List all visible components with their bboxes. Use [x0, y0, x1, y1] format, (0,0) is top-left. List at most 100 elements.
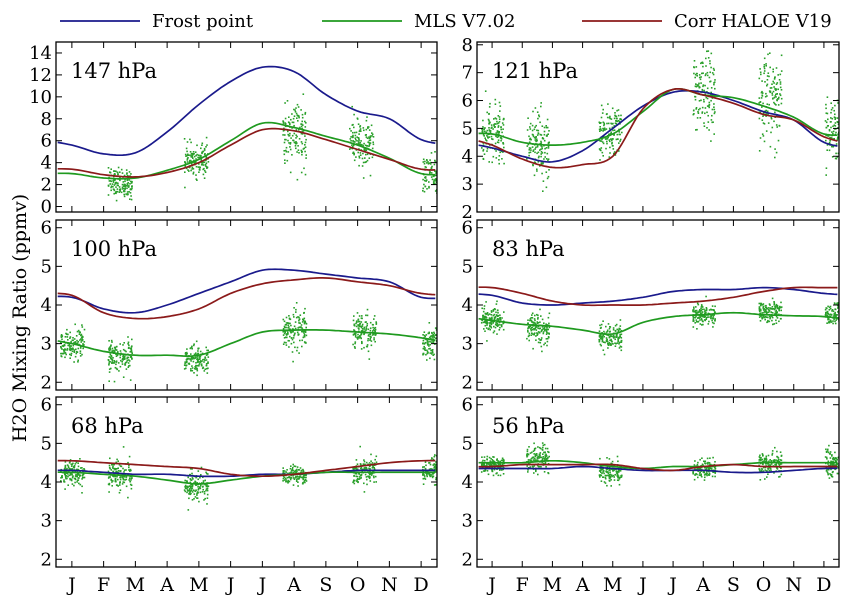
- mls-scatter-point: [374, 475, 377, 478]
- mls-scatter-point: [499, 137, 502, 139]
- mls-scatter-point: [827, 135, 830, 137]
- mls-scatter-point: [529, 128, 532, 130]
- mls-scatter-point: [605, 340, 608, 343]
- mls-scatter-point: [761, 458, 764, 461]
- mls-scatter-point: [615, 323, 618, 326]
- mls-scatter-point: [63, 479, 65, 481]
- mls-scatter-point: [291, 338, 294, 341]
- mls-scatter-point: [832, 464, 835, 466]
- mls-scatter-point: [543, 457, 546, 460]
- mls-scatter-point: [286, 469, 288, 471]
- mls-scatter-point: [540, 153, 542, 155]
- mls-scatter-point: [541, 461, 543, 464]
- mls-scatter-point: [351, 105, 353, 108]
- mls-scatter-point: [499, 474, 502, 477]
- mls-scatter-point: [486, 111, 488, 114]
- mls-scatter-point: [191, 156, 193, 158]
- mls-scatter-point: [357, 123, 360, 125]
- mls-scatter-point: [828, 464, 830, 467]
- mls-scatter-point: [185, 480, 188, 482]
- mls-scatter-point: [545, 333, 548, 335]
- mls-scatter-point: [497, 474, 500, 477]
- mls-scatter-point: [115, 191, 117, 193]
- mls-scatter-point: [764, 81, 766, 83]
- mls-scatter-point: [537, 117, 539, 120]
- mls-scatter-point: [301, 120, 303, 123]
- mls-scatter-point: [63, 349, 66, 352]
- mls-scatter-point: [613, 336, 615, 338]
- mls-scatter-point: [824, 314, 827, 316]
- mls-scatter-point: [288, 346, 290, 348]
- mls-scatter-point: [118, 186, 121, 188]
- mls-scatter-point: [365, 329, 367, 331]
- mls-scatter-point: [536, 152, 538, 155]
- mls-scatter-point: [355, 320, 358, 322]
- mls-scatter-point: [186, 485, 188, 488]
- mls-scatter-point: [185, 353, 188, 355]
- mls-scatter-point: [539, 321, 541, 323]
- mls-scatter-point: [758, 97, 761, 99]
- mls-scatter-point: [368, 145, 370, 147]
- mls-scatter-point: [353, 144, 355, 147]
- mls-scatter-point: [286, 480, 288, 483]
- mls-scatter-point: [292, 121, 295, 124]
- mls-scatter-point: [293, 470, 296, 473]
- mls-scatter-point: [765, 109, 767, 112]
- mls-scatter-point: [83, 341, 86, 343]
- mls-scatter-point: [696, 117, 699, 119]
- mls-scatter-point: [361, 157, 364, 160]
- mls-scatter-point: [529, 147, 532, 149]
- mls-scatter-point: [296, 468, 298, 471]
- mls-scatter-point: [206, 488, 209, 490]
- mls-scatter-point: [825, 167, 828, 169]
- mls-scatter-point: [543, 130, 546, 133]
- mls-scatter-point: [619, 345, 622, 348]
- mls-scatter-point: [107, 359, 110, 361]
- mls-scatter-point: [298, 477, 300, 479]
- mls-scatter-point: [616, 109, 618, 112]
- mls-scatter-point: [64, 473, 66, 475]
- mls-scatter-point: [706, 74, 709, 77]
- mls-scatter-point: [705, 318, 708, 320]
- panel-pressure-label: 121 hPa: [492, 59, 578, 83]
- mls-scatter-point: [710, 140, 712, 142]
- mls-scatter-point: [706, 316, 709, 318]
- mls-scatter-point: [292, 117, 295, 120]
- mls-scatter-point: [293, 465, 296, 467]
- mls-scatter-point: [534, 126, 536, 128]
- mls-scatter-point: [701, 112, 703, 114]
- mls-scatter-point: [764, 478, 766, 480]
- mls-scatter-point: [537, 327, 539, 330]
- mls-scatter-point: [758, 102, 760, 104]
- mls-scatter-point: [611, 142, 613, 145]
- mls-scatter-point: [484, 470, 486, 472]
- mls-scatter-point: [302, 331, 304, 333]
- mls-scatter-point: [779, 83, 782, 85]
- mls-scatter-point: [118, 491, 121, 494]
- mls-scatter-point: [825, 466, 828, 469]
- mls-scatter-point: [296, 466, 299, 468]
- mls-scatter-point: [425, 353, 427, 356]
- mls-scatter-point: [617, 460, 619, 463]
- mls-scatter-point: [774, 76, 776, 78]
- mls-scatter-point: [372, 464, 374, 467]
- mls-scatter-point: [206, 489, 209, 492]
- mls-scatter-point: [599, 159, 601, 161]
- mls-scatter-point: [373, 476, 375, 479]
- y-tick-label: 6: [41, 131, 52, 152]
- mls-scatter-point: [697, 316, 700, 319]
- mls-scatter-point: [827, 321, 830, 324]
- mls-scatter-point: [360, 474, 363, 476]
- x-tick-label: M: [189, 574, 208, 596]
- mls-scatter-point: [112, 180, 114, 182]
- mls-scatter-point: [205, 146, 207, 148]
- mls-scatter-point: [833, 463, 835, 465]
- mls-scatter-point: [108, 466, 111, 469]
- mls-scatter-point: [826, 149, 828, 151]
- mls-scatter-point: [833, 312, 836, 315]
- mls-scatter-point: [207, 361, 209, 363]
- mls-scatter-point: [528, 147, 531, 149]
- mls-scatter-point: [352, 333, 355, 336]
- mls-scatter-point: [836, 317, 839, 320]
- mls-scatter-point: [70, 340, 72, 343]
